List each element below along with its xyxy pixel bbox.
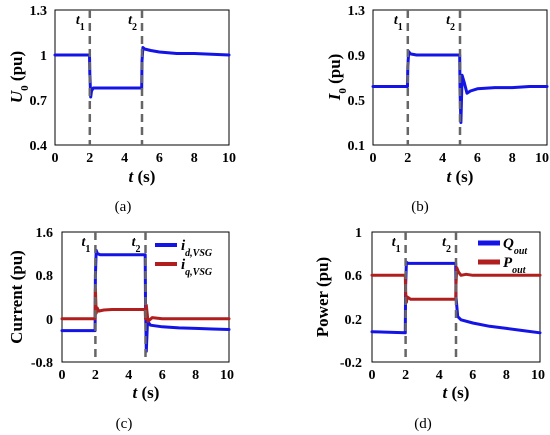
panel-d: -0.2 0.2 0.6 1 0 2 4 6 8 10 t (s) Power …: [313, 226, 545, 432]
y-tick-label: 0.5: [348, 94, 366, 109]
y-tick-label: 0.1: [348, 139, 366, 154]
legend-label: Pout: [503, 255, 527, 276]
y-tick-label: 1.6: [36, 226, 54, 241]
panel-caption: (c): [116, 416, 133, 432]
y-tick-label: -0.2: [340, 356, 362, 371]
x-axis-label: t (s): [447, 167, 474, 186]
x-tick-labels: 0 2 4 6 8 10: [59, 368, 235, 383]
x-tick-label: 8: [191, 151, 198, 166]
y-tick-labels: -0.2 0.2 0.6 1: [340, 226, 362, 371]
y-tick-label: 1.3: [30, 4, 48, 19]
x-tick-label: 10: [222, 151, 236, 166]
y-tick-label: 0: [46, 313, 53, 328]
x-axis-label: t (s): [133, 383, 160, 402]
event-marker-label: t1: [394, 13, 403, 33]
y-axis-label: Current (pu): [7, 250, 26, 344]
y-tick-label: -0.8: [31, 356, 53, 371]
panel-c: -0.8 0 0.8 1.6 0 2 4 6 8 10 t (s) Curren…: [7, 226, 234, 432]
panel-caption: (b): [411, 199, 429, 215]
y-tick-label: 1: [355, 226, 362, 241]
y-axis-label: I0 (pu): [325, 54, 349, 102]
x-tick-label: 10: [531, 368, 545, 383]
event-marker-label: t1: [82, 235, 91, 255]
event-marker-label: t2: [132, 235, 141, 255]
x-tick-label: 4: [125, 368, 132, 383]
x-tick-label: 4: [436, 368, 443, 383]
legend: Qout Pout: [478, 236, 528, 276]
x-tick-label: 6: [156, 151, 163, 166]
x-tick-label: 0: [52, 151, 59, 166]
x-tick-label: 2: [402, 368, 409, 383]
x-tick-label: 2: [92, 368, 99, 383]
x-tick-labels: 0 2 4 6 8 10: [52, 151, 237, 166]
x-tick-label: 10: [220, 368, 234, 383]
event-marker-label: t2: [446, 13, 455, 33]
x-tick-label: 2: [404, 151, 411, 166]
y-axis-label: Power (pu): [313, 257, 332, 337]
x-tick-label: 6: [474, 151, 481, 166]
x-tick-label: 8: [503, 368, 510, 383]
y-tick-label: 0.9: [348, 49, 366, 64]
x-tick-label: 4: [439, 151, 446, 166]
y-tick-label: 0.2: [345, 313, 363, 328]
x-tick-label: 6: [159, 368, 166, 383]
y-tick-label: 0.6: [345, 269, 363, 284]
x-axis-label: t (s): [443, 383, 470, 402]
panel-caption: (a): [115, 199, 132, 215]
y-tick-label: 1: [40, 49, 47, 64]
x-tick-label: 8: [192, 368, 199, 383]
x-tick-label: 0: [370, 151, 377, 166]
legend-label: iq,VSG: [181, 257, 213, 278]
event-marker-label: t1: [76, 13, 85, 33]
panel-caption: (d): [414, 416, 432, 432]
panel-a: 0.4 0.7 1 1.3 0 2 4 6 8 10 t (s) U0 (pu)…: [7, 4, 236, 215]
y-tick-label: 0.7: [30, 94, 48, 109]
y-tick-label: 0.4: [30, 139, 48, 154]
x-axis-label: t (s): [129, 167, 156, 186]
x-tick-labels: 0 2 4 6 8 10: [370, 151, 550, 166]
legend-label: id,VSG: [181, 238, 213, 259]
x-tick-labels: 0 2 4 6 8 10: [369, 368, 546, 383]
x-tick-label: 8: [509, 151, 516, 166]
event-marker-label: t2: [442, 235, 451, 255]
y-tick-labels: 0.4 0.7 1 1.3: [30, 4, 48, 154]
y-tick-labels: -0.8 0 0.8 1.6: [31, 226, 53, 371]
y-tick-labels: 0.1 0.5 0.9 1.3: [348, 4, 366, 154]
x-tick-label: 10: [535, 151, 549, 166]
y-tick-label: 0.8: [36, 269, 54, 284]
x-tick-label: 0: [369, 368, 376, 383]
legend: id,VSG iq,VSG: [155, 238, 213, 278]
x-tick-label: 2: [86, 151, 93, 166]
event-marker-label: t1: [392, 235, 401, 255]
x-tick-label: 6: [469, 368, 476, 383]
x-tick-label: 0: [59, 368, 66, 383]
event-marker-label: t2: [128, 13, 137, 33]
y-tick-label: 1.3: [348, 4, 366, 19]
y-axis-label: U0 (pu): [7, 51, 31, 103]
legend-label: Qout: [503, 236, 528, 257]
panel-b: 0.1 0.5 0.9 1.3 0 2 4 6 8 10 t (s) I0 (p…: [325, 4, 549, 215]
x-tick-label: 4: [121, 151, 128, 166]
